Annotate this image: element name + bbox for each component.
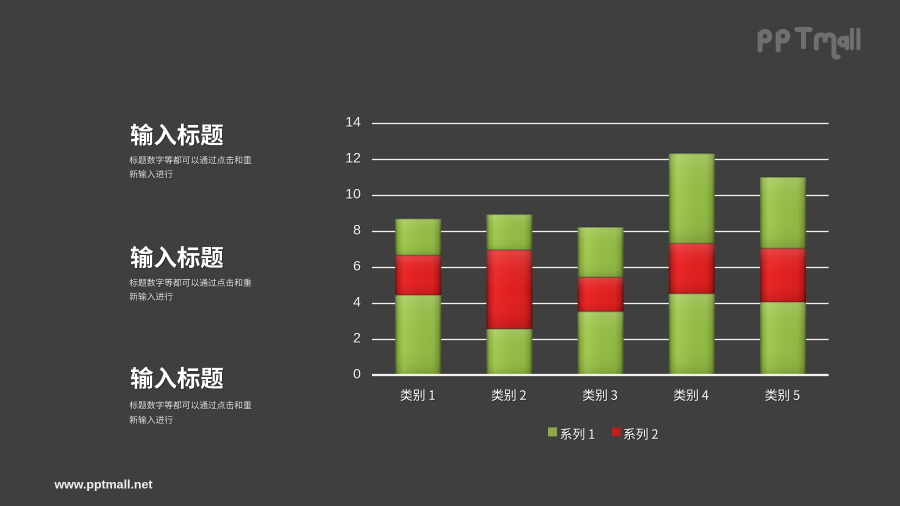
svg-text:12: 12 <box>345 150 361 166</box>
svg-text:8: 8 <box>354 222 362 238</box>
svg-text:6: 6 <box>353 258 361 274</box>
svg-text:14: 14 <box>345 114 361 130</box>
svg-text:10: 10 <box>345 186 361 202</box>
svg-text:0: 0 <box>354 366 362 382</box>
svg-text:0: 0 <box>353 366 361 382</box>
svg-text:2: 2 <box>353 330 361 346</box>
svg-text:4: 4 <box>353 294 361 310</box>
svg-text:14: 14 <box>346 114 362 130</box>
svg-text:10: 10 <box>346 186 362 202</box>
svg-text:12: 12 <box>346 150 362 166</box>
svg-text:6: 6 <box>354 258 362 274</box>
svg-text:8: 8 <box>353 222 361 238</box>
svg-text:2: 2 <box>354 330 362 346</box>
svg-text:www.pptmall.net: www.pptmall.net <box>54 478 153 492</box>
svg-text:4: 4 <box>354 294 362 310</box>
